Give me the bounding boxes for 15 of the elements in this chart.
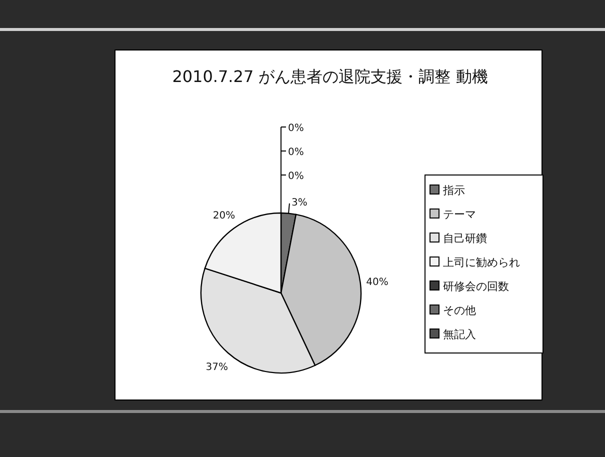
data-label: 20%: [212, 210, 236, 222]
legend-label: 無記入: [443, 328, 476, 341]
legend-label: テーマ: [443, 208, 476, 221]
text: 0%: [288, 147, 304, 158]
text: 0%: [288, 123, 304, 134]
legend-label: 上司に勧められ: [443, 256, 520, 269]
data-label: 3%: [291, 197, 308, 208]
data-label: 37%: [206, 362, 228, 373]
legend-label: 自己研鑽: [443, 232, 487, 245]
data-label: 40%: [366, 276, 388, 288]
legend-label: 研修会の回数: [443, 280, 509, 293]
text: 0%: [288, 171, 304, 182]
legend-label: 指示: [442, 184, 465, 197]
legend-label: その他: [443, 304, 476, 317]
chart-title: 2010.7.27 がん患者の退院支援・調整 動機: [171, 66, 489, 88]
